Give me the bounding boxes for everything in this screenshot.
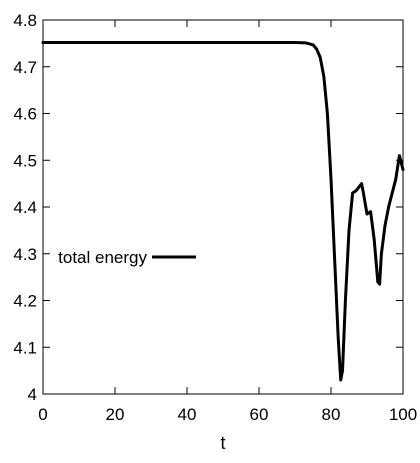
y-tick-label: 4.5: [13, 151, 37, 170]
legend-label: total energy: [58, 248, 147, 267]
y-tick-label: 4.2: [13, 292, 37, 311]
x-axis-title: t: [220, 433, 225, 453]
plot-frame: [42, 19, 404, 395]
y-tick-label: 4.6: [13, 105, 37, 124]
axis-ticks: 0 20 40 60 80 100 4 4.1 4.2 4.3 4.4 4.5 4.6 4.7 4.8: [13, 11, 417, 424]
x-tick-label: 20: [106, 405, 125, 424]
x-tick-label: 60: [250, 405, 269, 424]
legend: total energy: [58, 248, 196, 267]
y-tick-label: 4.1: [13, 338, 37, 357]
y-tick-label: 4.7: [13, 58, 37, 77]
x-tick-label: 100: [389, 405, 417, 424]
y-tick-label: 4: [28, 385, 37, 404]
series-layer: [41, 40, 405, 382]
x-tick-label: 40: [178, 405, 197, 424]
y-tick-label: 4.4: [13, 198, 37, 217]
x-tick-label: 0: [38, 405, 47, 424]
y-tick-label: 4.8: [13, 11, 37, 30]
series-line-total-energy: [41, 40, 405, 382]
x-tick-label: 80: [322, 405, 341, 424]
y-tick-label: 4.3: [13, 245, 37, 264]
